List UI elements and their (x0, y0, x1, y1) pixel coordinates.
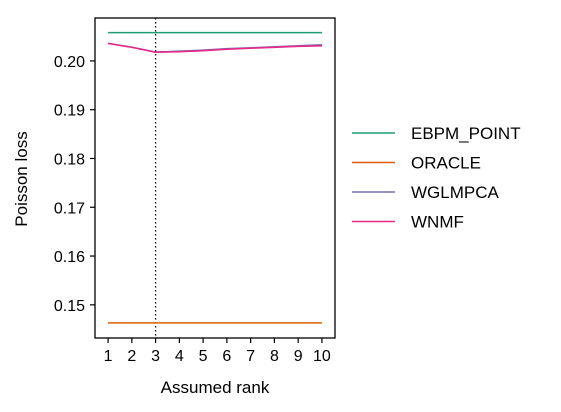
x-tick-label: 5 (199, 348, 208, 365)
y-tick-label: 0.16 (54, 249, 85, 266)
series-line-wnmf (107, 42, 322, 53)
legend-label: WNMF (411, 213, 464, 232)
x-tick-label: 8 (270, 348, 279, 365)
y-axis-label: Poisson loss (12, 131, 31, 226)
series-layer (107, 18, 322, 338)
plot-area (94, 17, 336, 339)
x-tick-label: 7 (246, 348, 255, 365)
x-tick-label: 2 (127, 348, 136, 365)
series-line-wglmpca (107, 42, 322, 53)
y-tick-label: 0.17 (54, 200, 85, 217)
legend-item: EBPM_POINT (352, 124, 521, 143)
y-tick-label: 0.15 (54, 298, 85, 315)
x-tick-label: 4 (175, 348, 184, 365)
legend-label: ORACLE (411, 154, 481, 173)
x-tick-label: 10 (313, 348, 331, 365)
legend-item: ORACLE (352, 154, 481, 173)
y-tick-label: 0.18 (54, 151, 85, 168)
legend: EBPM_POINT ORACLE WGLMPCA WNMF (352, 124, 521, 232)
y-tick-label: 0.19 (54, 103, 85, 120)
y-tick-label: 0.20 (54, 54, 85, 71)
legend-label: EBPM_POINT (411, 124, 521, 143)
legend-label: WGLMPCA (411, 183, 500, 202)
x-tick-label: 1 (104, 348, 113, 365)
legend-item: WNMF (352, 213, 464, 232)
x-tick-label: 3 (151, 348, 160, 365)
x-tick-label: 9 (294, 348, 303, 365)
x-tick-label: 6 (222, 348, 231, 365)
plot-frame (94, 17, 336, 339)
y-axis-ticks: 0.15 0.16 0.17 0.18 0.19 0.20 (54, 54, 95, 315)
legend-item: WGLMPCA (352, 183, 500, 202)
x-axis-ticks: 1 2 3 4 5 6 7 8 9 10 (104, 338, 331, 365)
x-axis-label: Assumed rank (161, 378, 270, 397)
